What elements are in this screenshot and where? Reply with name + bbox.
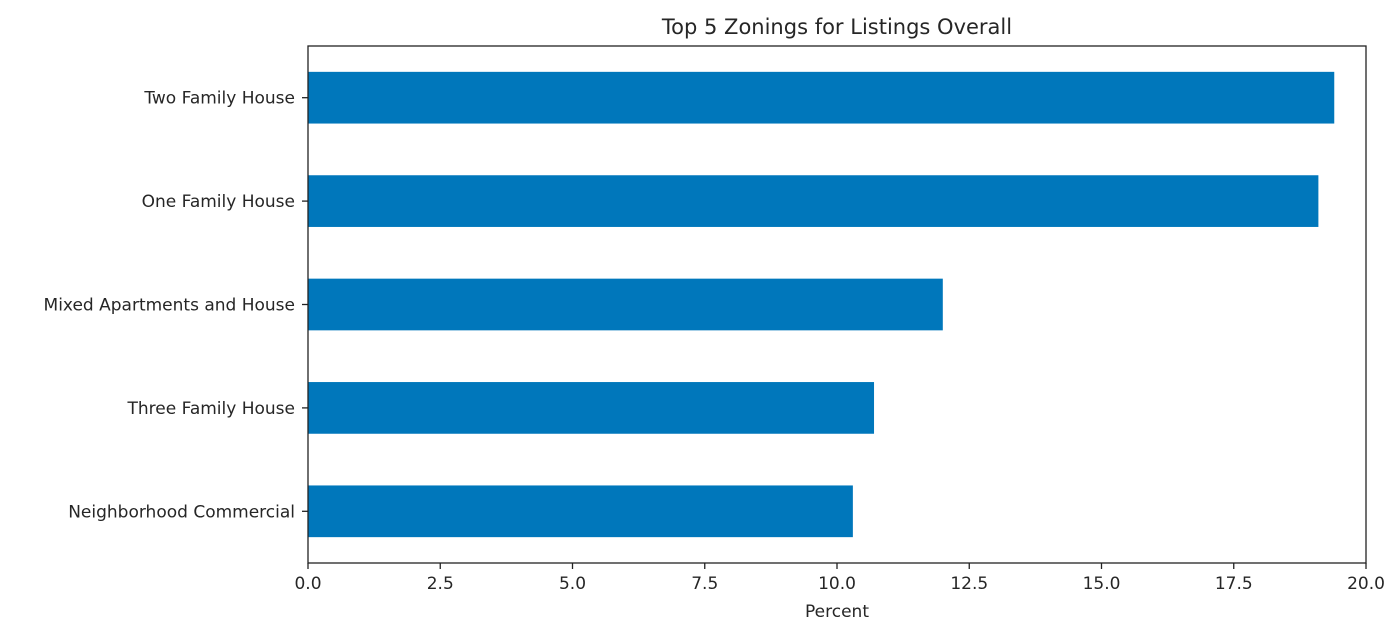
y-tick-label: One Family House (142, 192, 295, 212)
x-tick-label: 5.0 (559, 574, 586, 594)
bar-1 (308, 175, 1319, 227)
x-tick-label: 12.5 (950, 574, 988, 594)
bar-3 (308, 382, 875, 434)
y-tick-label: Neighborhood Commercial (68, 502, 295, 522)
bar-4 (308, 485, 853, 538)
plot-frame (307, 45, 1367, 564)
x-tick-label: 17.5 (1215, 574, 1253, 594)
y-tick-label: Two Family House (143, 89, 295, 109)
x-axis-label: Percent (805, 602, 869, 622)
x-tick-label: 15.0 (1083, 574, 1121, 594)
bar-0 (308, 71, 1335, 124)
y-tick-label: Mixed Apartments and House (44, 296, 295, 316)
bars-group (308, 71, 1335, 538)
y-axis-ticks: Two Family House One Family House Mixed Ap… (44, 89, 308, 522)
bar-2 (308, 278, 943, 331)
x-tick-label: 7.5 (691, 574, 718, 594)
y-tick-label: Three Family House (127, 399, 295, 419)
x-tick-label: 10.0 (818, 574, 856, 594)
x-tick-label: 20.0 (1347, 574, 1385, 594)
x-axis-ticks: 0.0 2.5 5.0 7.5 10.0 12.5 15.0 17.5 20.0 (294, 563, 1385, 594)
chart-title: Top 5 Zonings for Listings Overall (661, 15, 1012, 39)
x-tick-label: 2.5 (427, 574, 454, 594)
x-tick-label: 0.0 (294, 574, 321, 594)
